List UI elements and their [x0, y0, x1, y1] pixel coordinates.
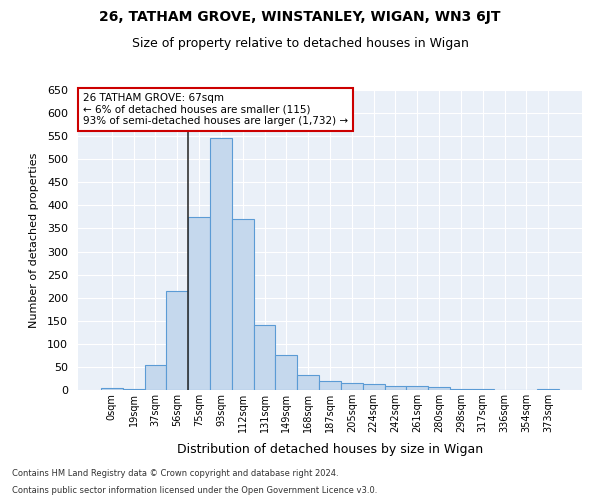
Bar: [406, 386, 428, 390]
Bar: [232, 219, 254, 390]
Bar: [254, 326, 275, 390]
Bar: [341, 382, 363, 390]
Bar: [385, 386, 406, 390]
Bar: [210, 138, 232, 390]
Bar: [145, 364, 166, 390]
Text: Size of property relative to detached houses in Wigan: Size of property relative to detached ho…: [131, 38, 469, 51]
Text: 26 TATHAM GROVE: 67sqm
← 6% of detached houses are smaller (115)
93% of semi-det: 26 TATHAM GROVE: 67sqm ← 6% of detached …: [83, 93, 348, 126]
Bar: [166, 291, 188, 390]
Bar: [275, 356, 297, 390]
Bar: [319, 381, 341, 390]
Bar: [297, 375, 319, 390]
Text: Contains HM Land Registry data © Crown copyright and database right 2024.: Contains HM Land Registry data © Crown c…: [12, 468, 338, 477]
Text: Distribution of detached houses by size in Wigan: Distribution of detached houses by size …: [177, 442, 483, 456]
Bar: [537, 389, 559, 390]
Bar: [101, 388, 123, 390]
Text: Contains public sector information licensed under the Open Government Licence v3: Contains public sector information licen…: [12, 486, 377, 495]
Y-axis label: Number of detached properties: Number of detached properties: [29, 152, 39, 328]
Bar: [450, 388, 472, 390]
Bar: [188, 217, 210, 390]
Bar: [428, 387, 450, 390]
Bar: [472, 389, 494, 390]
Bar: [123, 388, 145, 390]
Text: 26, TATHAM GROVE, WINSTANLEY, WIGAN, WN3 6JT: 26, TATHAM GROVE, WINSTANLEY, WIGAN, WN3…: [99, 10, 501, 24]
Bar: [363, 384, 385, 390]
